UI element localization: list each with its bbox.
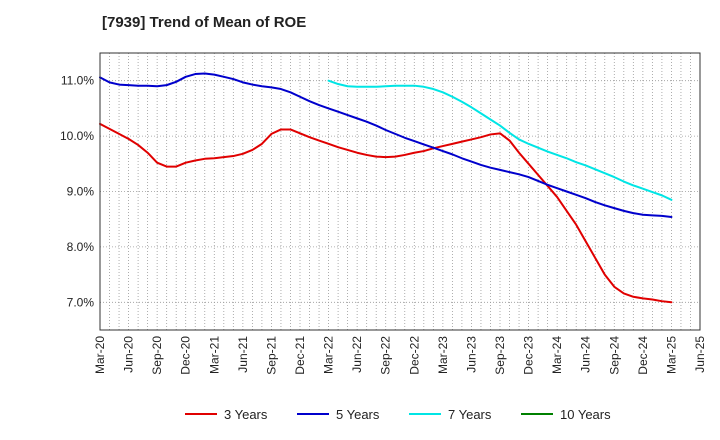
legend: 3 Years 5 Years 7 Years 10 Years xyxy=(185,407,611,422)
x-tick-label: Sep-24 xyxy=(607,336,621,375)
axis-layer: 7.0% 8.0% 9.0% 10.0% 11.0% Mar-20 Jun-20 Sep-20… xyxy=(60,52,707,375)
y-tick-label: 8.0% xyxy=(67,240,95,254)
grid-layer xyxy=(100,53,700,330)
y-tick-label: 11.0% xyxy=(61,74,94,88)
series-line-5-years xyxy=(99,72,673,218)
legend-label: 10 Years xyxy=(560,407,611,422)
x-tick-label: Jun-24 xyxy=(579,336,593,373)
series-layer xyxy=(99,72,673,304)
x-tick-label: Sep-21 xyxy=(264,336,278,375)
x-tick-label: Sep-22 xyxy=(379,336,393,375)
x-tick-label: Mar-20 xyxy=(93,336,107,374)
x-tick-label: Sep-23 xyxy=(493,336,507,375)
x-tick-label: Mar-24 xyxy=(550,336,564,374)
x-tick-label: Mar-22 xyxy=(322,336,336,374)
series-line-7-years xyxy=(327,79,673,201)
x-tick-label: Jun-22 xyxy=(350,336,364,373)
x-tick-label: Dec-20 xyxy=(179,336,193,375)
x-tick-label: Mar-25 xyxy=(664,336,678,374)
plot-area-frame xyxy=(99,52,701,331)
legend-label: 5 Years xyxy=(336,407,380,422)
x-tick-label: Dec-22 xyxy=(407,336,421,375)
x-tick-label: Jun-25 xyxy=(693,336,707,373)
y-tick-label: 9.0% xyxy=(67,185,95,199)
x-tick-label: Dec-23 xyxy=(522,336,536,375)
x-tick-label: Mar-23 xyxy=(436,336,450,374)
legend-label: 7 Years xyxy=(448,407,492,422)
x-tick-label: Jun-23 xyxy=(464,336,478,373)
x-tick-label: Dec-21 xyxy=(293,336,307,375)
x-tick-label: Jun-21 xyxy=(236,336,250,373)
series-line-3-years xyxy=(99,122,673,304)
x-tick-label: Jun-20 xyxy=(122,336,136,373)
x-tick-label: Mar-21 xyxy=(207,336,221,374)
chart-title: [7939] Trend of Mean of ROE xyxy=(102,14,307,31)
y-tick-label: 10.0% xyxy=(60,129,94,143)
legend-label: 3 Years xyxy=(224,407,268,422)
x-tick-label: Sep-20 xyxy=(150,336,164,375)
y-tick-label: 7.0% xyxy=(67,295,95,309)
x-tick-label: Dec-24 xyxy=(636,336,650,375)
